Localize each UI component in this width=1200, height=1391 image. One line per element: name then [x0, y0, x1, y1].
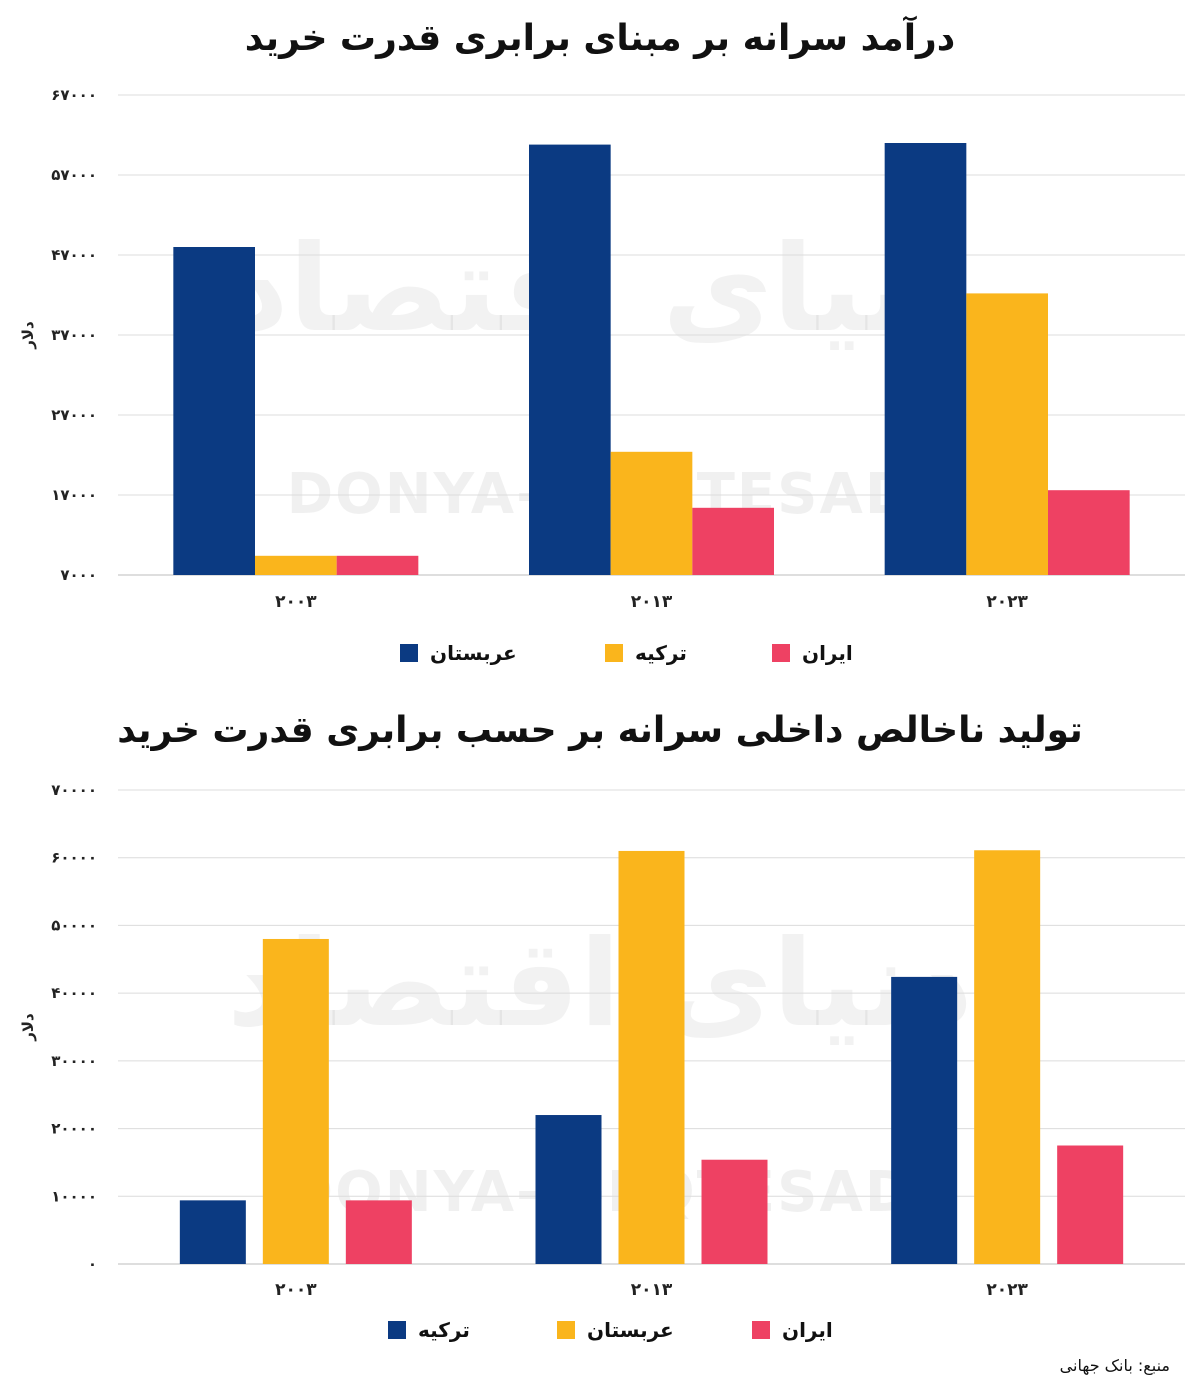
bar	[345, 1200, 412, 1264]
y-tick-label: ۲۷۰۰۰	[51, 406, 97, 424]
bar	[1057, 1145, 1124, 1264]
bar	[974, 850, 1041, 1264]
legend-swatch	[752, 1321, 770, 1339]
legend-item: ایران	[772, 638, 853, 668]
legend-swatch	[400, 644, 418, 662]
bar	[884, 143, 967, 575]
bar	[529, 144, 611, 575]
legend-label: ایران	[802, 641, 853, 665]
y-tick-label: ۴۰۰۰۰	[51, 984, 97, 1002]
y-tick-label: ۲۰۰۰۰	[51, 1120, 97, 1138]
bar	[610, 451, 693, 575]
legend-label: ایران	[782, 1318, 833, 1342]
legend-swatch	[557, 1321, 575, 1339]
bar	[336, 555, 419, 575]
legend-item: ترکیه	[388, 1315, 470, 1345]
watermark-persian: دنیای اقتصاد	[226, 915, 973, 1054]
y-tick-label: ۷۰۰۰	[60, 566, 97, 584]
legend: عربستان ترکیه ایران	[0, 638, 1200, 668]
x-tick-label: ۲۰۱۳	[631, 592, 673, 612]
y-tick-label: ۷۰۰۰۰	[51, 781, 97, 799]
chart-gdp-per-capita: تولید ناخالص داخلی سرانه بر حسب برابری ق…	[0, 700, 1200, 1350]
bar	[891, 976, 958, 1264]
plot-area: ۰ ۱۰۰۰۰ ۲۰۰۰۰ ۳۰۰۰۰ ۴۰۰۰۰ ۵۰۰۰۰ ۶۰۰۰۰ ۷۰۰۰۰ دلار…	[19, 781, 1185, 1300]
legend-swatch	[772, 644, 790, 662]
bar	[255, 555, 337, 575]
x-tick-label: ۲۰۰۳	[275, 1280, 317, 1300]
chart-title: تولید ناخالص داخلی سرانه بر حسب برابری ق…	[117, 710, 1083, 751]
bar	[1048, 490, 1130, 575]
y-tick-label: ۰	[88, 1255, 97, 1273]
legend-item: عربستان	[400, 638, 517, 668]
y-tick-label: ۳۰۰۰۰	[51, 1052, 97, 1070]
x-tick-label: ۲۰۰۳	[275, 592, 317, 612]
bar	[692, 507, 774, 575]
y-tick-label: ۱۷۰۰۰	[51, 486, 97, 504]
chart-title: درآمد سرانه بر مبنای برابری قدرت خرید	[244, 18, 956, 59]
source-note: منبع: بانک جهانی	[1059, 1356, 1170, 1375]
y-tick-label: ۶۷۰۰۰	[51, 86, 97, 104]
legend-item: عربستان	[557, 1315, 674, 1345]
y-axis-label: دلار	[19, 321, 37, 350]
bar	[618, 850, 685, 1264]
legend-label: عربستان	[430, 641, 517, 665]
legend-item: ایران	[752, 1315, 833, 1345]
legend: ترکیه عربستان ایران	[0, 1315, 1200, 1345]
y-tick-label: ۶۰۰۰۰	[51, 849, 97, 867]
bar	[179, 1200, 246, 1264]
legend-swatch	[388, 1321, 406, 1339]
y-tick-label: ۱۰۰۰۰	[51, 1187, 97, 1205]
y-tick-label: ۴۷۰۰۰	[51, 246, 97, 264]
bar	[701, 1159, 768, 1264]
plot-area: ۷۰۰۰ ۱۷۰۰۰ ۲۷۰۰۰ ۳۷۰۰۰ ۴۷۰۰۰ ۵۷۰۰۰ ۶۷۰۰۰ دلار ۲۰…	[19, 86, 1185, 612]
y-tick-label: ۵۷۰۰۰	[51, 166, 97, 184]
bar	[966, 293, 1048, 575]
y-axis-label: دلار	[19, 1013, 37, 1042]
chart-income-per-capita: درآمد سرانه بر مبنای برابری قدرت خرید دن…	[0, 0, 1200, 690]
x-tick-label: ۲۰۱۳	[631, 1280, 673, 1300]
bar	[173, 247, 255, 575]
legend-swatch	[605, 644, 623, 662]
bar	[535, 1115, 602, 1264]
legend-label: ترکیه	[635, 641, 687, 665]
bar	[262, 938, 329, 1264]
x-tick-label: ۲۰۲۳	[986, 592, 1028, 612]
legend-label: ترکیه	[418, 1318, 470, 1342]
legend-item: ترکیه	[605, 638, 687, 668]
y-tick-label: ۳۷۰۰۰	[51, 326, 97, 344]
x-tick-label: ۲۰۲۳	[986, 1280, 1028, 1300]
y-tick-label: ۵۰۰۰۰	[51, 916, 97, 934]
legend-label: عربستان	[587, 1318, 674, 1342]
